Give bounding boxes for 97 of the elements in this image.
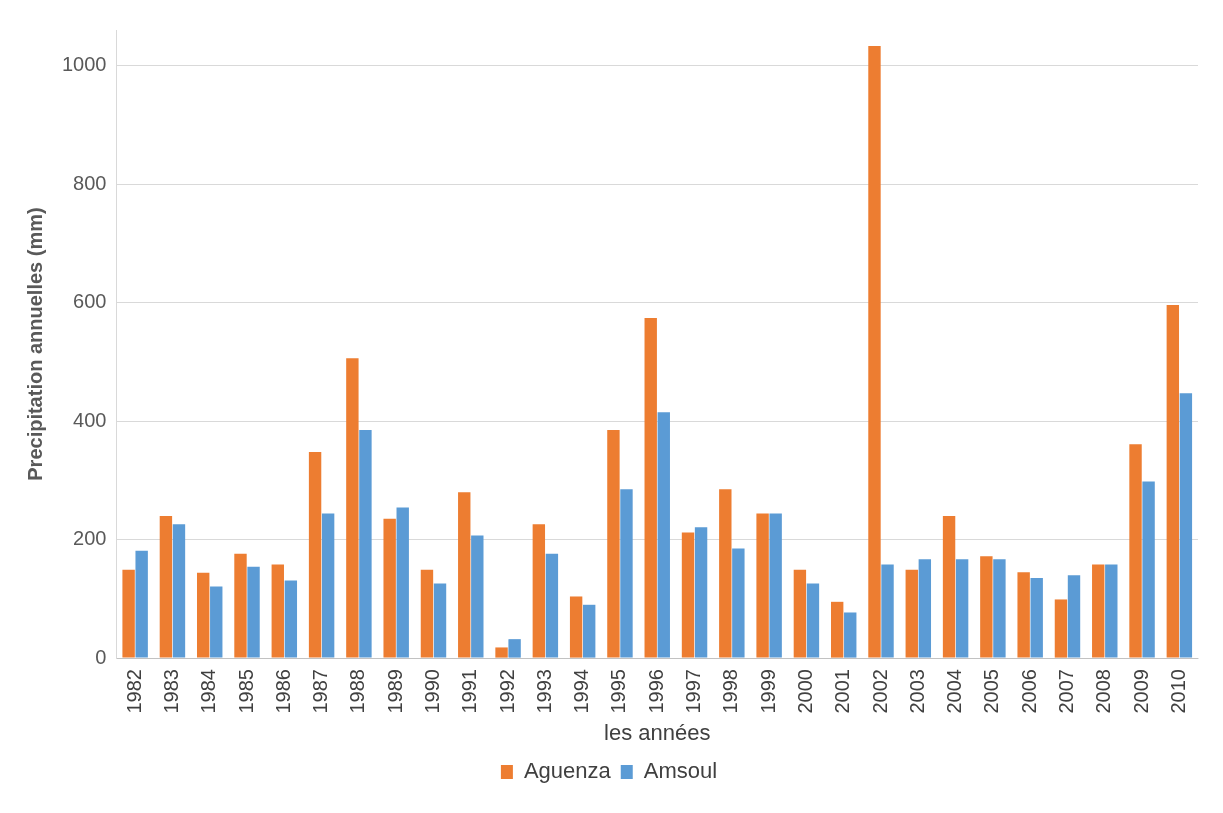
x-tick-label: 2002	[868, 669, 891, 714]
bar	[719, 489, 732, 658]
x-tick-label: 1997	[682, 669, 705, 714]
x-tick-label: 1999	[756, 669, 779, 714]
x-tick-label: 1998	[719, 669, 742, 714]
bar	[545, 553, 559, 658]
y-tick-label: 400	[73, 408, 107, 431]
x-tick-label: 1995	[607, 669, 630, 714]
bar	[681, 532, 695, 658]
x-tick-label: 1986	[271, 669, 294, 714]
bar	[980, 556, 993, 658]
bar	[582, 604, 596, 658]
bar	[359, 429, 372, 658]
x-tick-label: 1991	[458, 669, 481, 714]
bar	[1054, 599, 1068, 658]
bar	[271, 564, 284, 658]
bar	[532, 524, 546, 658]
bar	[844, 612, 857, 658]
bar	[122, 569, 135, 658]
bar	[569, 596, 583, 658]
x-tick-label: 2005	[980, 669, 1003, 714]
bar	[881, 564, 894, 658]
bar	[420, 569, 434, 658]
bar	[1067, 575, 1081, 658]
y-tick-label: 600	[73, 290, 107, 313]
x-tick-label: 1994	[570, 669, 593, 714]
x-tick-label: 1982	[122, 669, 145, 714]
bar	[1030, 578, 1043, 658]
bar	[508, 639, 521, 658]
x-tick-label: 2003	[905, 669, 928, 714]
bar	[1142, 481, 1155, 658]
x-tick-label: 2007	[1054, 669, 1077, 714]
x-tick-label: 1983	[159, 669, 182, 714]
x-tick-label: 1985	[234, 669, 257, 714]
x-tick-label: 1984	[197, 669, 220, 714]
y-axis-title: Precipitation annuelles (mm)	[23, 207, 46, 481]
y-tick-label: 800	[73, 171, 107, 194]
bar	[607, 429, 620, 658]
bar	[769, 513, 782, 658]
x-axis-title: les années	[604, 719, 711, 745]
bar	[321, 513, 335, 658]
bar	[830, 601, 844, 658]
bar	[955, 559, 969, 658]
bar	[694, 527, 708, 658]
x-tick-label: 1988	[346, 669, 369, 714]
bar	[308, 451, 322, 658]
bar	[942, 515, 956, 658]
bar	[433, 583, 447, 658]
x-tick-label: 2009	[1129, 669, 1152, 714]
bar	[644, 317, 657, 658]
bar	[793, 569, 807, 658]
bar	[495, 647, 508, 658]
x-tick-label: 2010	[1166, 669, 1189, 714]
y-tick-label: 1000	[61, 53, 107, 76]
bar	[234, 553, 247, 658]
bar	[1105, 564, 1118, 658]
x-tick-label: 2006	[1017, 669, 1040, 714]
bar	[159, 515, 173, 658]
bar	[1017, 572, 1030, 658]
bar	[657, 412, 670, 658]
x-tick-label: 1987	[309, 669, 332, 714]
bar	[383, 518, 396, 658]
bar	[346, 358, 359, 658]
bar	[471, 535, 484, 658]
bar	[905, 569, 918, 658]
bar	[1166, 304, 1180, 658]
bar	[993, 559, 1006, 658]
bar	[210, 586, 223, 658]
legend-label: Aguenza	[523, 758, 612, 784]
bar	[1092, 564, 1105, 658]
bar	[284, 580, 298, 658]
bar	[868, 46, 881, 658]
bar	[806, 583, 820, 658]
x-tick-label: 1992	[495, 669, 518, 714]
x-tick-label: 1989	[383, 669, 406, 714]
bar	[732, 548, 745, 658]
x-tick-label: 2000	[793, 669, 816, 714]
bar	[756, 513, 769, 658]
x-tick-label: 2004	[943, 669, 966, 714]
bar	[135, 550, 148, 658]
x-tick-label: 1996	[644, 669, 667, 714]
bar	[458, 492, 471, 658]
y-tick-label: 0	[95, 645, 107, 668]
x-tick-label: 1990	[421, 669, 443, 714]
bar	[1179, 393, 1193, 658]
bar	[620, 489, 633, 658]
legend-label: Amsoul	[643, 758, 718, 784]
bar	[247, 566, 260, 658]
bar	[396, 507, 409, 658]
y-tick-label: 200	[73, 527, 107, 550]
bar	[918, 559, 932, 658]
x-tick-label: 2001	[831, 669, 854, 714]
x-tick-label: 2008	[1092, 669, 1115, 714]
bar	[172, 524, 186, 658]
x-tick-label: 1993	[532, 669, 555, 714]
bar	[197, 572, 210, 658]
bar	[1129, 444, 1142, 658]
